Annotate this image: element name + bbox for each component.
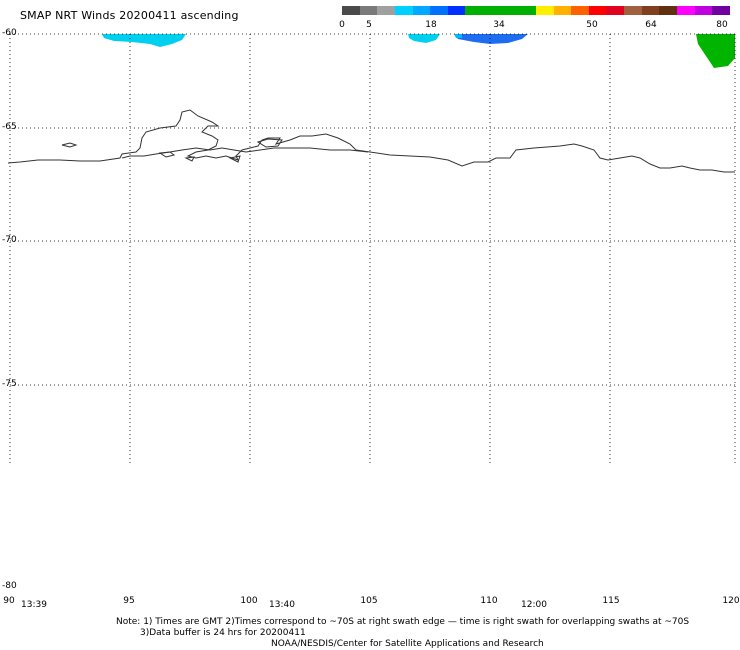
time-label-1339: 13:39 [21, 600, 47, 610]
colorbar-segment [624, 6, 642, 15]
note-line-3: NOAA/NESDIS/Center for Satellite Applica… [271, 639, 544, 649]
colorbar-label-18: 18 [425, 20, 437, 30]
lon-label-115: 115 [602, 596, 620, 606]
colorbar-segment [641, 6, 660, 15]
colorbar-segment [394, 6, 413, 15]
swath-green-right [696, 34, 735, 68]
colorbar-segment [535, 6, 554, 15]
lon-label-90: 90 [3, 596, 15, 606]
lon-label-110: 110 [480, 596, 498, 606]
lon-label-105: 105 [360, 596, 378, 606]
lat-label-60: -60 [2, 28, 17, 38]
colorbar-segment [359, 6, 378, 15]
colorbar-segment [588, 6, 607, 15]
coastline [7, 109, 735, 173]
swath-blue-middle [454, 34, 528, 44]
colorbar-label-0: 0 [339, 20, 345, 30]
colorbar-segment [659, 6, 677, 15]
colorbar-segment [694, 6, 713, 15]
island-near-95 [158, 151, 176, 158]
colorbar-segment [606, 6, 624, 15]
lat-label-75: -75 [2, 379, 17, 389]
colorbar-segment [712, 6, 730, 15]
colorbar-segment [483, 6, 501, 15]
island-shackleton [228, 155, 241, 163]
colorbar-segment [500, 6, 519, 15]
lon-label-100: 100 [240, 596, 258, 606]
lat-label-80: -80 [2, 581, 17, 591]
lat-label-65: -65 [2, 122, 17, 132]
colorbar-segment [571, 6, 589, 15]
lon-label-95: 95 [123, 596, 135, 606]
note-line-1: Note: 1) Times are GMT 2)Times correspon… [116, 617, 690, 627]
graticule [9, 33, 736, 464]
colorbar-label-64: 64 [645, 20, 657, 30]
time-label-1340: 13:40 [269, 600, 295, 610]
colorbar-label-50: 50 [586, 20, 598, 30]
colorbar-segment [430, 6, 448, 15]
lat-label-70: -70 [2, 235, 17, 245]
lon-label-120: 120 [722, 596, 740, 606]
time-label-1200: 12:00 [521, 600, 547, 610]
ice-shelf-inner [121, 147, 369, 159]
note-line-2: 3)Data buffer is 24 hrs for 20200411 [140, 628, 306, 638]
colorbar-segment [377, 6, 395, 15]
swath-cyan-middle [408, 34, 440, 43]
colorbar-segment [676, 6, 695, 15]
island-near-100 [256, 138, 283, 148]
map-title: SMAP NRT Winds 20200411 ascending [20, 9, 239, 22]
colorbar-segment [518, 6, 536, 15]
island-small-left [61, 142, 78, 148]
colorbar-segment [465, 6, 483, 15]
swath-blue-edge [454, 34, 462, 38]
colorbar-label-80: 80 [716, 20, 728, 30]
island-small-mid [184, 156, 195, 162]
colorbar-segment [447, 6, 466, 15]
colorbar-segment [553, 6, 572, 15]
swath-cyan-left [102, 34, 186, 47]
colorbar-segment [342, 6, 360, 15]
colorbar-segment [412, 6, 431, 15]
wind-speed-colorbar [342, 6, 730, 15]
colorbar-label-5: 5 [366, 20, 372, 30]
colorbar-label-34: 34 [493, 20, 505, 30]
